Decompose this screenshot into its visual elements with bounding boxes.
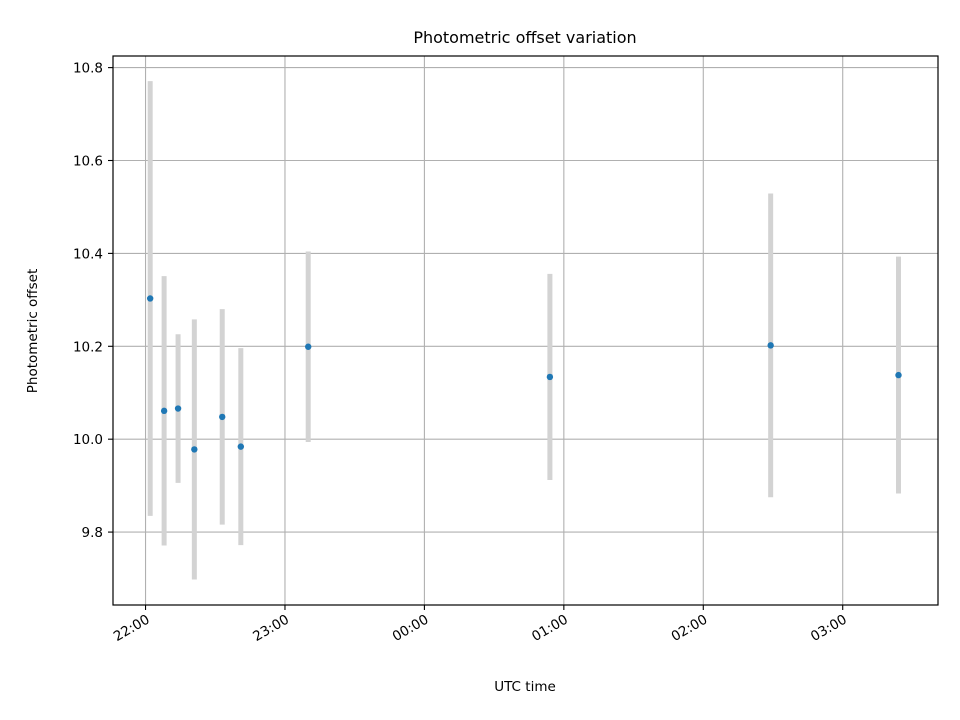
y-tick-label: 10.4: [73, 246, 103, 262]
chart-title: Photometric offset variation: [413, 28, 636, 47]
data-point: [191, 446, 198, 453]
x-axis-label: UTC time: [494, 679, 556, 695]
data-points: [146, 295, 902, 453]
grid: [113, 56, 938, 605]
y-tick-label: 9.8: [82, 525, 103, 541]
y-axis-label: Photometric offset: [25, 269, 41, 393]
data-point: [174, 405, 182, 412]
data-point: [237, 443, 245, 450]
data-point: [146, 295, 154, 302]
y-tick-label: 10.2: [73, 339, 103, 355]
data-point: [219, 413, 226, 421]
y-tick-label: 10.6: [73, 154, 103, 170]
y-axis: 9.8 10.0 10.2 10.4 10.6 10.8: [73, 61, 113, 541]
data-point: [767, 342, 774, 349]
data-point: [160, 407, 168, 415]
data-point: [305, 343, 312, 350]
data-point: [546, 373, 554, 381]
y-tick-label: 10.8: [73, 61, 103, 77]
data-point: [895, 371, 902, 379]
y-tick-label: 10.0: [73, 432, 103, 448]
plot-frame: [112, 55, 939, 606]
